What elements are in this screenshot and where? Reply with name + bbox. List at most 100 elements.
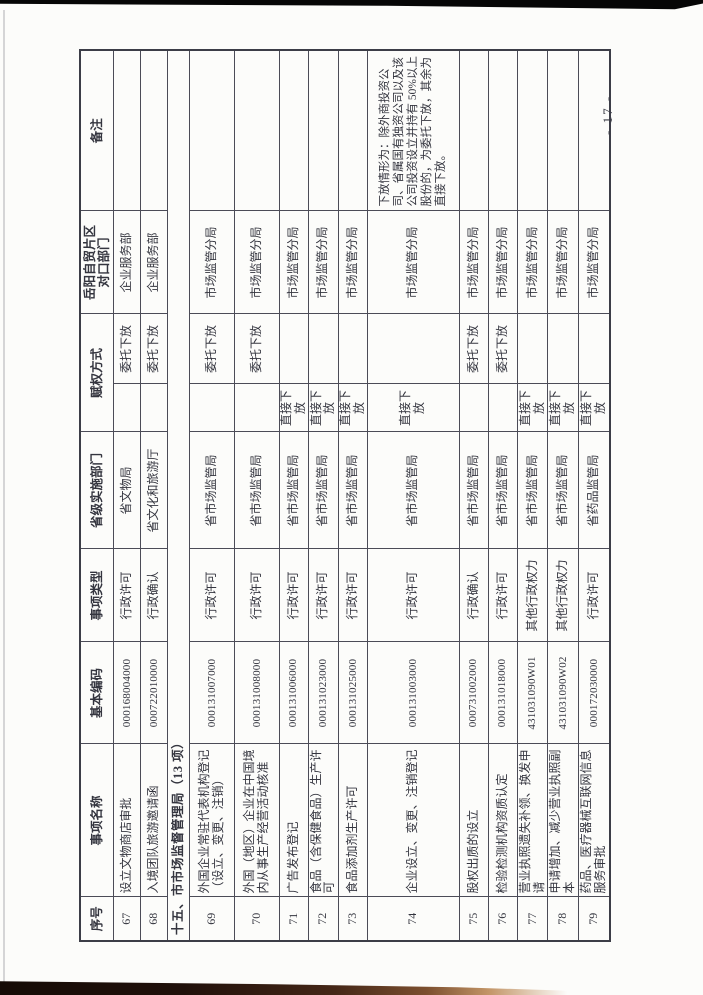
cell-item-name: 企业设立、变更、注销登记 xyxy=(367,744,460,897)
cell-empower-direct xyxy=(488,384,518,432)
cell-empower-direct xyxy=(140,384,168,432)
cell-ftz-dept: 市场监管分局 xyxy=(189,210,235,314)
cell-item-name: 设立文物商店审批 xyxy=(113,744,141,897)
table-row: 70 外国（地区）企业在中国境内从事生产经营活动核准 000131008000 行政许… xyxy=(234,49,280,941)
cell-empower-direct xyxy=(234,384,280,432)
cell-remarks xyxy=(279,49,309,211)
section-row: 十五、市市场监督管理局（13 项） xyxy=(167,49,190,941)
cell-item-type: 行政许可 xyxy=(113,549,141,642)
cell-index: 67 xyxy=(113,897,141,941)
cell-remarks xyxy=(308,49,339,211)
cell-provincial-dept: 省市场监管局 xyxy=(459,432,489,549)
cell-ftz-dept: 企业服务部 xyxy=(113,210,141,314)
cell-item-type: 行政许可 xyxy=(578,549,611,642)
cell-item-type: 行政许可 xyxy=(488,549,518,642)
cell-index: 77 xyxy=(517,897,548,941)
cell-ftz-dept: 市场监管分局 xyxy=(338,210,368,314)
cell-item-name: 申请增加、减少营业执照副本 xyxy=(547,744,579,897)
cell-item-type: 其他行政权力 xyxy=(547,549,579,642)
cell-item-name: 食品添加剂生产许可 xyxy=(338,744,368,897)
cell-empower-direct xyxy=(459,384,489,432)
cell-ftz-dept: 市场监管分局 xyxy=(308,210,339,314)
cell-remarks xyxy=(338,49,368,211)
table-row: 73 食品添加剂生产许可 000131025000 行政许可 省市场监管局 直接下放 市场监… xyxy=(338,49,368,941)
cell-item-type: 其他行政权力 xyxy=(517,549,548,642)
cell-item-type: 行政许可 xyxy=(308,549,339,642)
cell-basic-code: 000131006000 xyxy=(279,642,309,744)
cell-empower-delegate: 委托下放 xyxy=(459,313,489,384)
scan-edge-top xyxy=(0,0,703,10)
cell-index: 70 xyxy=(234,897,280,941)
cell-basic-code: 000131025000 xyxy=(338,642,368,744)
cell-provincial-dept: 省市场监管局 xyxy=(234,432,280,549)
cell-ftz-dept: 市场监管分局 xyxy=(517,210,548,314)
cell-ftz-dept: 市场监管分局 xyxy=(234,210,280,314)
cell-empower-delegate xyxy=(279,313,309,384)
cell-remarks xyxy=(517,49,548,211)
cell-remarks xyxy=(189,49,235,211)
cell-remarks xyxy=(140,49,168,211)
cell-index: 74 xyxy=(367,897,460,941)
cell-item-name: 股权出质的设立 xyxy=(459,744,489,897)
cell-basic-code: 431031090W02 xyxy=(547,642,579,744)
cell-item-name: 营业执照遗失补领、换发申请 xyxy=(517,744,548,897)
cell-ftz-dept: 市场监管分局 xyxy=(459,210,489,314)
table-row: 72 食品（含保健食品）生产许可 000131023000 行政许可 省市场监管局 直接下… xyxy=(308,49,339,941)
scan-edge-left xyxy=(3,10,5,985)
cell-provincial-dept: 省药品监管局 xyxy=(578,432,611,549)
cell-basic-code: 000731002000 xyxy=(459,642,489,744)
cell-basic-code: 000131007000 xyxy=(189,642,235,744)
table-row: 76 检验检测机构资质认定 000131018000 行政许可 省市场监管局 委托下放 市场… xyxy=(488,49,518,941)
cell-basic-code: 000722010000 xyxy=(140,642,168,744)
cell-provincial-dept: 省市场监管局 xyxy=(279,432,309,549)
cell-empower-delegate xyxy=(367,313,460,384)
cell-empower-direct: 直接下放 xyxy=(308,384,339,432)
cell-remarks xyxy=(234,49,280,211)
cell-provincial-dept: 省市场监管局 xyxy=(308,432,339,549)
cell-remarks: 下放情形为：除外商投资公司、省属国有独资公司以及该公司投资设立并持有 50%以上… xyxy=(367,49,460,211)
cell-empower-direct: 直接下放 xyxy=(578,384,611,432)
table-row: 77 营业执照遗失补领、换发申请 431031090W01 其他行政权力 省市场监管局直… xyxy=(517,49,548,941)
cell-index: 68 xyxy=(140,897,168,941)
cell-provincial-dept: 省文化和旅游厅 xyxy=(140,432,168,549)
header-ftz-dept-line2: 对口部门 xyxy=(97,237,111,288)
approval-items-table: 序号 事项名称 基本编码 事项类型 省级实施部门 赋权方式 岳阳自贸片区 对口部门… xyxy=(79,48,612,942)
cell-item-name: 食品（含保健食品）生产许可 xyxy=(308,744,339,897)
cell-ftz-dept: 市场监管分局 xyxy=(488,210,518,314)
cell-empower-delegate xyxy=(547,313,579,384)
table-row: 67 设立文物商店审批 000168004000 行政许可 省文物局 委托下放 企业服务部 xyxy=(113,49,141,941)
cell-item-type: 行政许可 xyxy=(189,549,235,642)
cell-provincial-dept: 省市场监管局 xyxy=(367,432,460,549)
cell-empower-direct: 直接下放 xyxy=(517,384,548,432)
cell-item-name: 检验检测机构资质认定 xyxy=(488,744,518,897)
header-empowerment: 赋权方式 xyxy=(80,313,114,432)
cell-item-type: 行政确认 xyxy=(459,549,489,642)
cell-empower-direct xyxy=(113,384,141,432)
cell-provincial-dept: 省市场监管局 xyxy=(189,432,235,549)
cell-empower-direct: 直接下放 xyxy=(547,384,579,432)
header-item-name: 事项名称 xyxy=(80,744,114,897)
cell-basic-code: 000131008000 xyxy=(234,642,280,744)
header-ftz-dept: 岳阳自贸片区 对口部门 xyxy=(80,210,114,314)
header-row: 序号 事项名称 基本编码 事项类型 省级实施部门 赋权方式 岳阳自贸片区 对口部门… xyxy=(80,49,114,941)
cell-ftz-dept: 企业服务部 xyxy=(140,210,168,314)
cell-basic-code: 000172030000 xyxy=(578,642,611,744)
cell-ftz-dept: 市场监管分局 xyxy=(547,210,579,314)
header-item-type: 事项类型 xyxy=(80,549,114,642)
cell-remarks xyxy=(459,49,489,211)
cell-item-name: 药品、医疗器械互联网信息服务审批 xyxy=(578,744,611,897)
cell-empower-direct: 直接下放 xyxy=(367,384,460,432)
cell-empower-delegate xyxy=(578,313,611,384)
cell-index: 71 xyxy=(279,897,309,941)
cell-item-name: 入境团队旅游邀请函 xyxy=(140,744,168,897)
cell-basic-code: 431031090W01 xyxy=(517,642,548,744)
header-provincial-dept: 省级实施部门 xyxy=(80,432,114,549)
cell-ftz-dept: 市场监管分局 xyxy=(578,210,611,314)
cell-empower-delegate: 委托下放 xyxy=(488,313,518,384)
cell-empower-direct: 直接下放 xyxy=(279,384,309,432)
cell-empower-delegate: 委托下放 xyxy=(189,313,235,384)
cell-empower-delegate xyxy=(338,313,368,384)
header-ftz-dept-line1: 岳阳自贸片区 xyxy=(82,224,97,300)
